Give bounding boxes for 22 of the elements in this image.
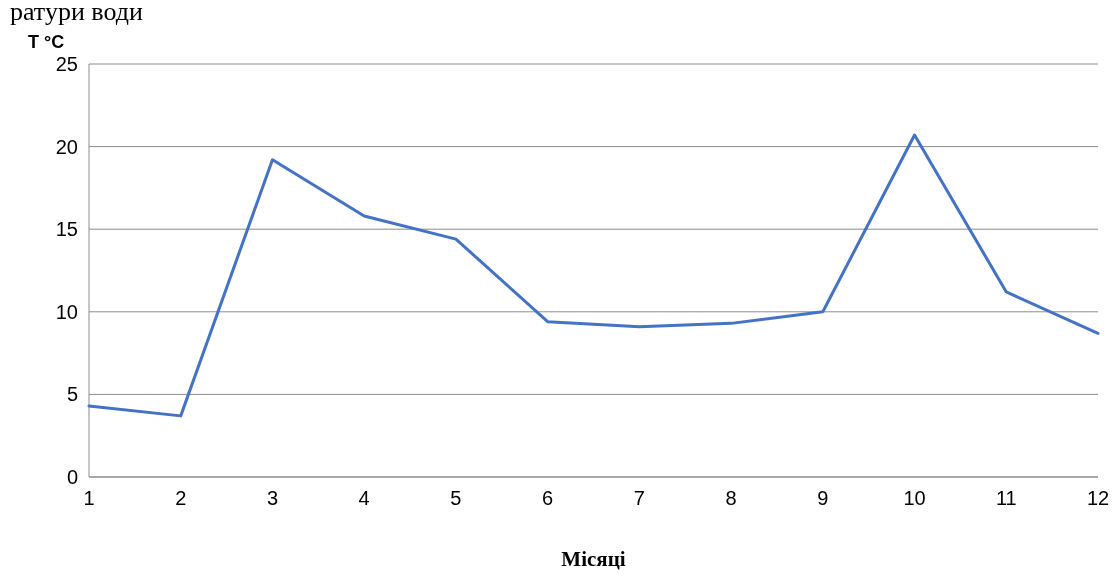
chart-title: ратури води xyxy=(10,0,143,26)
x-tick-label: 2 xyxy=(175,487,187,509)
x-axis-title: Місяці xyxy=(561,547,626,571)
y-axis-title: T °C xyxy=(28,32,65,52)
y-tick-label: 25 xyxy=(55,53,78,75)
y-tick-label: 5 xyxy=(66,383,78,406)
x-tick-label: 5 xyxy=(450,487,462,509)
x-tick-label: 10 xyxy=(903,487,926,509)
x-tick-label: 6 xyxy=(542,487,554,509)
x-tick-label: 4 xyxy=(358,487,370,509)
y-tick-label: 0 xyxy=(66,466,78,488)
x-tick-label: 8 xyxy=(725,487,737,509)
x-tick-label: 9 xyxy=(817,487,829,509)
x-tick-label: 12 xyxy=(1086,487,1110,509)
y-tick-label: 10 xyxy=(55,300,78,323)
y-tick-label: 15 xyxy=(55,218,78,241)
line-series xyxy=(87,133,1100,418)
x-tick-label: 11 xyxy=(995,487,1017,509)
x-tick-label: 1 xyxy=(83,487,95,509)
x-tick-label: 7 xyxy=(633,487,645,509)
x-tick-label: 3 xyxy=(266,487,279,509)
y-tick-label: 20 xyxy=(55,135,78,158)
